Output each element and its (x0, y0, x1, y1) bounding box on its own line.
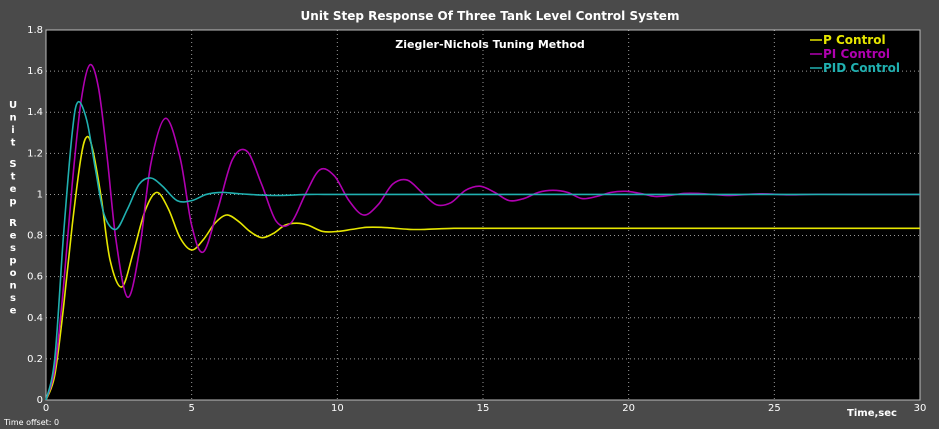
y-tick-label: 0 (37, 395, 43, 406)
x-tick-label: 25 (768, 403, 781, 414)
y-axis-label-char: S (9, 159, 16, 170)
chart-title: Unit Step Response Of Three Tank Level C… (301, 9, 680, 23)
legend-label-pi-control: PI Control (823, 47, 890, 61)
y-axis-label-char: e (10, 231, 17, 242)
y-tick-label: 1.2 (27, 148, 43, 159)
series-line-p-control (45, 135, 920, 401)
x-axis-label: Time,sec (847, 408, 897, 419)
series-line-pi-control (45, 63, 921, 401)
y-axis-label-char: U (9, 100, 17, 111)
y-axis-label-char: R (9, 218, 17, 229)
y-axis-label-char: t (11, 138, 16, 149)
y-axis-label-char: s (10, 293, 16, 304)
y-axis-label-char: e (10, 184, 17, 195)
y-axis-label-char: o (10, 268, 17, 279)
tick-labels: 0 5 10 15 20 25 30 0 0.2 0.4 0.6 0.8 1 1.2 1.4 1.6 1.8 (27, 25, 926, 414)
y-axis-label-char: s (10, 243, 16, 254)
y-tick-label: 0.2 (27, 354, 43, 365)
y-axis-label-char: e (10, 306, 17, 317)
y-tick-label: 0.8 (27, 231, 43, 242)
y-axis-label-char: t (11, 172, 16, 183)
x-tick-label: 15 (477, 403, 490, 414)
y-axis-label-char: n (9, 281, 16, 292)
legend-label-pid-control: PID Control (823, 61, 900, 75)
x-tick-label: 20 (622, 403, 635, 414)
series-lines (45, 63, 921, 401)
y-axis-label-char: i (11, 125, 14, 136)
y-tick-label: 0.4 (27, 313, 43, 324)
x-tick-label: 0 (43, 403, 49, 414)
x-tick-label: 30 (914, 403, 927, 414)
series-line-pid-control (45, 100, 920, 401)
y-tick-label: 1 (37, 189, 43, 200)
y-tick-label: 0.6 (27, 272, 43, 283)
y-axis-label-char: p (9, 256, 16, 267)
time-offset-text: Time offset: 0 (3, 418, 59, 427)
y-axis-label-char: p (9, 197, 16, 208)
y-tick-label: 1.8 (27, 25, 43, 36)
y-tick-label: 1.4 (27, 107, 43, 118)
y-axis-label-char: n (9, 113, 16, 124)
y-tick-label: 1.6 (27, 66, 43, 77)
x-tick-label: 5 (188, 403, 194, 414)
chart-subtitle: Ziegler-Nichols Tuning Method (395, 38, 585, 51)
legend-label-p-control: P Control (823, 33, 886, 47)
x-tick-label: 10 (331, 403, 344, 414)
